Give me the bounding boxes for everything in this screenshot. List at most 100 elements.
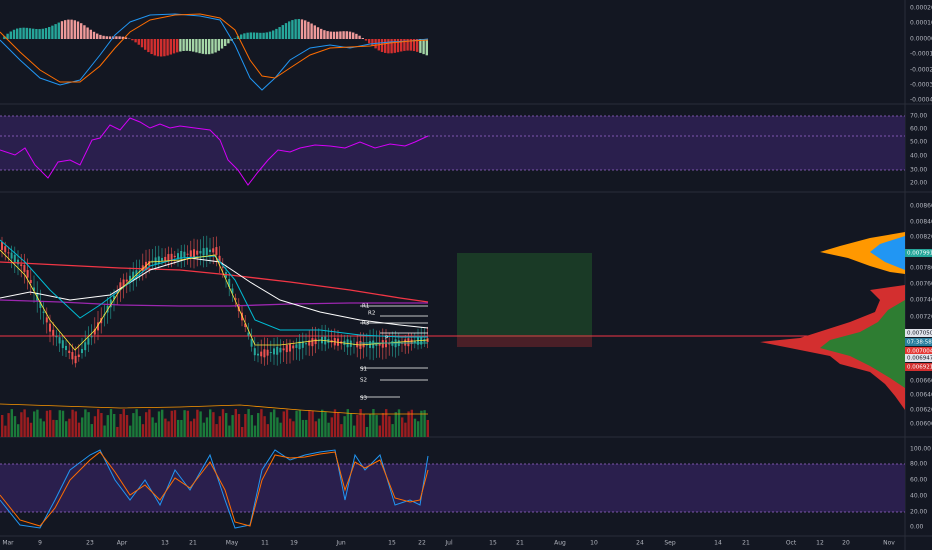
macd-bar bbox=[256, 32, 259, 39]
macd-bar bbox=[284, 23, 288, 39]
macd-bar bbox=[156, 39, 160, 57]
volume-bar bbox=[247, 409, 250, 437]
axis-label: 0.007800 bbox=[910, 265, 932, 272]
axis-label: 0.000100 bbox=[910, 20, 932, 27]
candle-body bbox=[33, 287, 35, 291]
axis-label: 0.000200 bbox=[910, 5, 932, 12]
candle-body bbox=[215, 247, 218, 255]
macd-bar bbox=[35, 28, 38, 39]
candle-body bbox=[154, 257, 157, 265]
macd-bar bbox=[368, 39, 371, 44]
volume-bar bbox=[260, 409, 263, 437]
volume-bar bbox=[324, 411, 327, 437]
volume-bar bbox=[212, 412, 215, 437]
candle-body bbox=[71, 352, 74, 360]
pivot-lines bbox=[360, 305, 428, 398]
macd-bar bbox=[304, 20, 307, 39]
candle-body bbox=[17, 259, 19, 265]
volume-bar bbox=[199, 411, 202, 437]
macd-bar bbox=[336, 31, 339, 39]
macd-bar bbox=[198, 39, 201, 54]
macd-bar bbox=[211, 39, 214, 54]
volume-bar bbox=[417, 421, 420, 437]
x-axis-label: May bbox=[226, 540, 239, 547]
volume-bar bbox=[289, 418, 292, 437]
candle-body bbox=[244, 323, 247, 328]
macd-bar bbox=[246, 32, 249, 39]
pivot-label: S2 bbox=[360, 378, 367, 384]
macd-bar bbox=[105, 36, 108, 39]
candle-body bbox=[282, 348, 285, 351]
volume-bar bbox=[305, 419, 308, 437]
volume-bar bbox=[337, 412, 340, 437]
volume-bar bbox=[170, 410, 173, 437]
macd-bar bbox=[300, 19, 304, 39]
axis-label: 20.00 bbox=[910, 180, 927, 187]
macd-bar bbox=[44, 28, 48, 39]
macd-bar bbox=[236, 36, 240, 39]
volume-bar bbox=[333, 409, 337, 437]
volume-bar bbox=[330, 417, 333, 437]
volume-bar bbox=[84, 409, 87, 437]
volume-bar bbox=[273, 409, 276, 437]
macd-bar bbox=[313, 25, 316, 39]
stoch-d bbox=[0, 451, 429, 527]
volume-bar bbox=[349, 413, 353, 437]
candle-body bbox=[132, 271, 135, 280]
candle-body bbox=[87, 338, 90, 345]
axis-label: 0.006600 bbox=[910, 378, 932, 385]
volume-bar bbox=[113, 413, 116, 437]
macd-bar bbox=[400, 39, 403, 52]
volume-bar bbox=[423, 410, 426, 437]
stoch-k bbox=[0, 449, 429, 529]
x-axis-label: Jun bbox=[335, 540, 346, 547]
price-tag: 0.006947 bbox=[907, 356, 932, 362]
macd-bar bbox=[179, 39, 182, 52]
axis-label: 0.007400 bbox=[910, 297, 932, 304]
volume-bar bbox=[173, 410, 177, 437]
x-axis-label: 20 bbox=[842, 540, 850, 547]
volume-bar bbox=[90, 424, 93, 437]
pivot-label: R1 bbox=[362, 304, 369, 310]
macd-bar bbox=[6, 33, 9, 39]
axis-label: 0.008600 bbox=[910, 203, 932, 210]
long-target-box bbox=[457, 253, 592, 337]
axis-label: 0.006400 bbox=[910, 392, 932, 399]
axis-label: 0.000000 bbox=[910, 36, 932, 43]
axis-label: 100.00 bbox=[910, 446, 931, 453]
candle-body bbox=[68, 350, 71, 354]
volume-bar bbox=[282, 411, 285, 437]
axis-label: 80.00 bbox=[910, 461, 927, 468]
candle-body bbox=[7, 252, 10, 254]
ma-200 bbox=[0, 261, 429, 303]
axis-label: -0.000100 bbox=[910, 51, 932, 58]
x-axis-label: Aug bbox=[554, 540, 566, 547]
macd-bar bbox=[265, 32, 268, 39]
macd-bar bbox=[396, 39, 400, 53]
volume-bar bbox=[49, 410, 52, 437]
candle-body bbox=[29, 279, 32, 284]
candle-body bbox=[205, 247, 208, 255]
volume-bar bbox=[17, 424, 20, 437]
macd-bar bbox=[403, 39, 406, 51]
volume-bar bbox=[106, 415, 109, 437]
pivot-label: P bbox=[385, 336, 389, 342]
macd-bar bbox=[342, 31, 345, 39]
volume-bar bbox=[193, 418, 196, 437]
macd-bar bbox=[259, 32, 262, 39]
macd-bar bbox=[121, 36, 124, 39]
ema-low bbox=[0, 403, 428, 415]
candle-body bbox=[269, 351, 272, 353]
axis-label: 0.00 bbox=[910, 524, 924, 531]
macd-bar bbox=[240, 34, 243, 39]
volume-bar bbox=[145, 412, 148, 437]
volume-bar bbox=[148, 409, 151, 437]
ma-20 bbox=[0, 239, 428, 338]
macd-bar bbox=[70, 19, 73, 39]
volume-bar bbox=[29, 422, 33, 437]
candle-body bbox=[148, 261, 151, 266]
macd-bar bbox=[249, 32, 252, 39]
stoch-levels bbox=[0, 463, 905, 513]
volume-bar bbox=[269, 412, 273, 437]
candle-body bbox=[55, 336, 58, 338]
